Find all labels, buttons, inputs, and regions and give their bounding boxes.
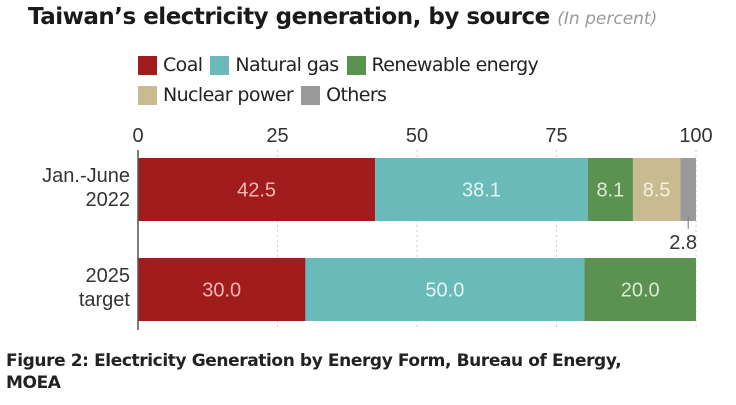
x-tick-label-100: 100	[679, 125, 712, 147]
category-label-0-line-1: 2022	[86, 189, 131, 211]
bar-segment-coal-1	[138, 258, 306, 321]
bar-segment-renewable-energy-1	[584, 258, 696, 321]
legend-item-others: Others	[301, 84, 387, 106]
legend-label-coal: Coal	[163, 54, 203, 76]
legend-swatch-others	[301, 85, 321, 105]
legend-label-renewable-energy: Renewable energy	[371, 54, 539, 76]
legend-swatch-coal	[138, 55, 157, 75]
legend-row-1: Coal Natural gas Renewable energy	[138, 50, 546, 80]
legend-item-natural-gas: Natural gas	[210, 54, 339, 76]
chart-title: Taiwan’s electricity generation, by sour…	[28, 4, 657, 30]
legend-item-coal: Coal	[138, 54, 203, 76]
data-label-renewable-energy-0: 8.1	[596, 180, 624, 202]
legend-item-nuclear-power: Nuclear power	[138, 84, 294, 106]
bar-segment-others-0	[680, 158, 696, 221]
category-label-1-line-0: 2025	[86, 265, 131, 287]
legend-swatch-renewable-energy	[346, 55, 366, 75]
legend-label-natural-gas: Natural gas	[235, 54, 339, 76]
caption-line-1: Figure 2: Electricity Generation by Ener…	[6, 351, 622, 371]
caption-line-2: MOEA	[6, 373, 61, 393]
bar-segment-nuclear-power-0	[632, 158, 681, 221]
x-tick-label-0: 0	[132, 125, 143, 147]
data-label-natural-gas-1: 50.0	[425, 280, 464, 302]
x-tick-label-75: 75	[545, 125, 567, 147]
bar-segment-natural-gas-0	[375, 158, 588, 221]
category-label-1-line-1: target	[79, 289, 131, 311]
chart-title-text: Taiwan’s electricity generation, by sour…	[28, 4, 550, 30]
legend-label-others: Others	[326, 84, 387, 106]
bar-segment-coal-0	[138, 158, 376, 221]
data-label-coal-1: 30.0	[202, 280, 241, 302]
data-label-natural-gas-0: 38.1	[462, 180, 501, 202]
chart-legend: Coal Natural gas Renewable energy Nuclea…	[138, 50, 546, 110]
category-label-0-line-0: Jan.-June	[42, 165, 130, 187]
legend-row-2: Nuclear power Others	[138, 80, 546, 110]
legend-swatch-natural-gas	[210, 55, 230, 75]
legend-item-renewable-energy: Renewable energy	[346, 54, 539, 76]
figure-caption: Figure 2: Electricity Generation by Ener…	[6, 350, 706, 394]
legend-label-nuclear-power: Nuclear power	[163, 84, 294, 106]
annotation-label-others: 2.8	[669, 232, 697, 254]
bar-segment-renewable-energy-0	[587, 158, 633, 221]
chart-subtitle: (In percent)	[557, 9, 658, 29]
data-label-nuclear-power-0: 8.5	[643, 180, 671, 202]
bar-segment-natural-gas-1	[305, 258, 585, 321]
legend-swatch-nuclear-power	[138, 85, 157, 105]
x-tick-label-50: 50	[406, 125, 428, 147]
data-label-coal-0: 42.5	[237, 180, 276, 202]
stacked-bar-chart: 0 25 50 75 100 42.5 38.1 8.1 8.5 2.8 Jan.-June2022…	[42, 125, 713, 330]
x-tick-label-25: 25	[266, 125, 288, 147]
data-label-renewable-energy-1: 20.0	[621, 280, 660, 302]
